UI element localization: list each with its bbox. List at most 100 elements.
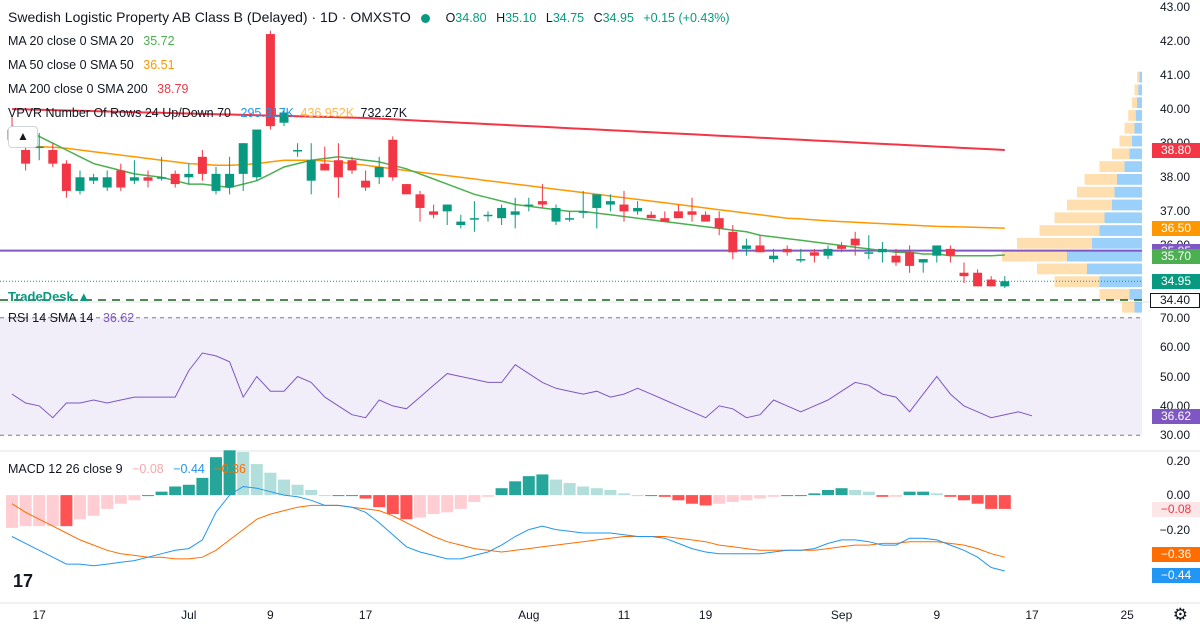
macd-histogram-bar — [604, 489, 617, 496]
symbol-header[interactable]: Swedish Logistic Property AB Class B (De… — [8, 9, 742, 26]
date-tick-label: 17 — [358, 608, 373, 622]
macd-histogram-bar — [196, 477, 209, 496]
candle-body — [891, 255, 901, 263]
price-tag: 38.80 — [1152, 143, 1200, 158]
vpvr-down-bar — [1124, 122, 1135, 134]
macd-histogram-bar — [441, 495, 454, 513]
low-value: 34.75 — [552, 11, 585, 25]
macd-histogram-bar — [985, 495, 998, 509]
macd-histogram-bar — [808, 493, 821, 496]
price-tag: 36.50 — [1152, 221, 1200, 237]
ma200-legend[interactable]: MA 200 close 0 SMA 200 38.79 — [8, 81, 194, 97]
vpvr-up-bar — [1124, 161, 1142, 173]
macd-histogram-bar — [822, 489, 834, 496]
axis-tick-label: 0.00 — [1166, 488, 1190, 503]
macd-histogram-bar — [672, 495, 685, 501]
macd-legend[interactable]: MACD 12 26 close 9 −0.08 −0.44 −0.36 — [8, 461, 252, 477]
axis-tick-label: 0.20 — [1166, 453, 1190, 468]
macd-histogram-bar — [46, 495, 59, 527]
macd-value-tag: −0.44 — [1152, 567, 1200, 583]
date-tick-label: 25 — [1120, 608, 1134, 622]
candle-body — [442, 204, 452, 212]
macd-histogram-bar — [414, 495, 426, 518]
vpvr-up-bar — [1104, 212, 1142, 224]
vpvr-down-bar — [1128, 110, 1136, 121]
candle-body — [809, 252, 819, 256]
vpvr-down-bar — [1067, 199, 1112, 211]
date-tick-label: Sep — [830, 608, 853, 622]
vpvr-up-bar — [1129, 289, 1142, 300]
chevron-up-icon[interactable]: ▲ — [8, 126, 38, 148]
macd-histogram-bar — [903, 491, 916, 496]
candle-body — [986, 279, 996, 287]
candle-body — [333, 160, 343, 178]
rsi-legend[interactable]: RSI 14 SMA 14 36.62 — [8, 310, 140, 326]
candle-body — [619, 204, 629, 212]
candle-body — [605, 201, 615, 205]
candle-body — [918, 259, 928, 263]
vpvr-down-bar — [1099, 161, 1125, 173]
vpvr-up-bar — [1099, 225, 1142, 236]
price-tag: 34.40 — [1150, 293, 1200, 308]
ma50-label: MA 50 close 0 SMA 50 — [8, 58, 134, 72]
macd-histogram-bar — [713, 495, 726, 504]
macd-histogram-bar — [482, 495, 494, 497]
macd-histogram-bar — [917, 491, 930, 496]
rsi-value-tag: 36.62 — [1152, 408, 1200, 424]
market-status-dot — [420, 13, 430, 23]
candle-body — [361, 180, 371, 188]
axis-tick-label: 38.00 — [1159, 170, 1190, 185]
axis-tick-label: 50.00 — [1159, 369, 1190, 384]
ma20-legend[interactable]: MA 20 close 0 SMA 20 35.72 — [8, 33, 181, 49]
candle-body — [728, 231, 738, 253]
vpvr-down-bar — [1017, 237, 1092, 249]
candle-body — [170, 173, 180, 185]
macd-label: MACD 12 26 close 9 — [8, 462, 123, 476]
ma50-legend[interactable]: MA 50 close 0 SMA 50 36.51 — [8, 57, 181, 73]
candle-body — [510, 211, 520, 215]
candle-body — [633, 207, 643, 212]
macd-histogram-bar — [726, 495, 739, 502]
candle-body — [21, 150, 31, 164]
axis-tick-label: 30.00 — [1159, 428, 1190, 443]
vpvr-up-bar — [1135, 110, 1142, 121]
rsi-value: 36.62 — [102, 311, 135, 325]
macd-histogram-bar — [862, 491, 875, 496]
tradingview-logo-icon[interactable]: 17 — [6, 566, 40, 596]
vpvr-up-bar — [1117, 174, 1142, 185]
macd-histogram-bar — [754, 495, 766, 499]
macd-histogram-bar — [6, 495, 18, 528]
date-tick-label: Aug — [518, 608, 540, 622]
symbol-title[interactable]: Swedish Logistic Property AB Class B (De… — [8, 9, 411, 25]
candle-body — [483, 214, 493, 217]
macd-histogram-bar — [155, 491, 168, 496]
gear-icon[interactable]: ⚙ — [1172, 605, 1188, 624]
candle-body — [755, 245, 765, 253]
macd-histogram-bar — [618, 493, 630, 496]
candle-body — [116, 170, 126, 188]
axis-tick-label: 40.00 — [1159, 102, 1190, 117]
vpvr-legend[interactable]: VPVR Number Of Rows 24 Up/Down 70 295.31… — [8, 105, 413, 121]
macd-histogram-bar — [686, 495, 698, 504]
candle-body — [877, 248, 887, 253]
candle-body — [184, 173, 194, 178]
candle-body — [973, 272, 983, 287]
macd-histogram-bar — [332, 495, 345, 497]
candle-body — [293, 150, 303, 152]
vpvr-up-bar — [1134, 122, 1142, 134]
candle-body — [741, 245, 751, 249]
candle-body — [959, 272, 969, 277]
macd-histogram-bar — [210, 457, 222, 496]
macd-histogram-bar — [890, 495, 902, 497]
axis-tick-label: 70.00 — [1159, 310, 1190, 325]
macd-histogram-bar — [971, 495, 984, 504]
candle-body — [796, 259, 806, 261]
macd-histogram-bar — [767, 495, 780, 497]
change-value: +0.15 (+0.43%) — [643, 11, 730, 25]
vpvr-down-bar — [1119, 135, 1132, 147]
candle-body — [211, 173, 221, 191]
macd-histogram-bar — [169, 486, 182, 496]
candle-body — [225, 173, 235, 188]
candle-body — [306, 160, 316, 181]
